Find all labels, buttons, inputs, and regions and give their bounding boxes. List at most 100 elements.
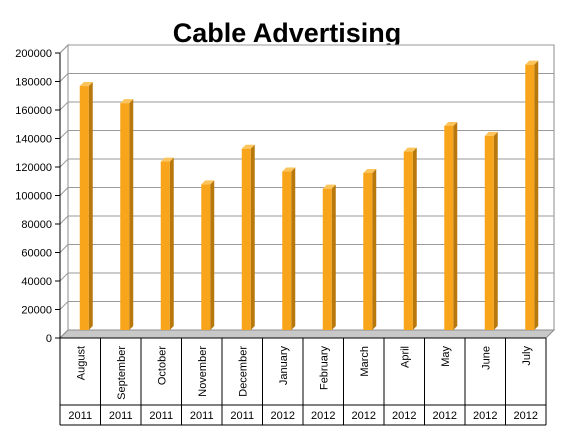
bar	[322, 184, 336, 330]
bar-side-face	[453, 121, 458, 330]
bar-top-face	[322, 184, 336, 189]
x-year-label: 2011	[230, 410, 254, 422]
x-category-label: July	[521, 346, 533, 366]
x-category-label: May	[440, 346, 452, 367]
bar-top-face	[79, 82, 93, 87]
bar-side-face	[129, 99, 134, 331]
bar-side-face	[493, 131, 498, 330]
bar-front-face	[282, 171, 292, 330]
bar-side-face	[88, 82, 93, 330]
gridline-depth	[59, 44, 69, 54]
bar-top-face	[484, 131, 498, 136]
bar-side-face	[250, 144, 255, 330]
x-year-label: 2012	[514, 410, 538, 422]
bar-top-face	[444, 121, 458, 126]
gridline-depth	[59, 158, 69, 168]
y-tick-label: 200000	[15, 48, 52, 60]
bar-top-face	[363, 168, 377, 173]
bar-front-face	[120, 103, 130, 331]
bar-top-face	[201, 180, 215, 185]
category-table	[59, 337, 547, 426]
bar	[79, 82, 93, 330]
y-tick-label: 160000	[15, 105, 52, 117]
bar	[120, 99, 134, 331]
bar-side-face	[534, 60, 539, 331]
y-tick-label: 40000	[21, 276, 52, 288]
bar-front-face	[525, 64, 535, 331]
bar	[201, 180, 215, 330]
gridline-depth	[59, 301, 69, 310]
bar-top-face	[241, 144, 255, 149]
x-year-label: 2011	[68, 410, 92, 422]
bar-front-face	[403, 151, 413, 330]
x-category-label: April	[399, 346, 411, 368]
gridlines	[58, 43, 556, 340]
x-year-label: 2011	[190, 410, 214, 422]
x-year-label: 2011	[109, 410, 133, 422]
x-category-label: January	[278, 346, 290, 386]
chart-floor	[58, 329, 556, 339]
bar-front-face	[79, 86, 89, 330]
bar-front-face	[322, 188, 332, 330]
y-tick-label: 80000	[21, 219, 52, 231]
bars	[79, 60, 539, 331]
gridline-depth	[59, 187, 69, 196]
x-axis-category-table: August September October November December Ja…	[59, 337, 547, 426]
x-year-label: 2012	[311, 410, 335, 422]
y-axis-tick-labels: 0 20000 40000 60000 80000 100000 120000 140000 1…	[15, 48, 52, 345]
bar-top-face	[403, 147, 417, 152]
x-category-label: December	[237, 346, 249, 397]
bar-side-face	[372, 168, 377, 330]
x-year-label: 2011	[149, 410, 173, 422]
bar-front-face	[160, 161, 170, 330]
x-year-label: 2012	[433, 410, 457, 422]
y-tick-label: 100000	[15, 191, 52, 203]
bar-top-face	[525, 60, 539, 65]
x-category-label: August	[75, 346, 87, 380]
bar-side-face	[412, 147, 417, 330]
y-tick-label: 180000	[15, 77, 52, 89]
bar	[444, 121, 458, 330]
gridline-depth	[59, 272, 69, 282]
bar	[282, 167, 296, 330]
chart-title: Cable Advertising	[173, 18, 402, 48]
y-tick-label: 60000	[21, 248, 52, 260]
x-year-label: 2012	[473, 410, 497, 422]
bar-front-face	[484, 135, 494, 330]
gridline-depth	[59, 244, 69, 253]
bar-front-face	[241, 148, 251, 330]
x-category-label: October	[156, 346, 168, 385]
x-category-label: September	[116, 346, 128, 400]
x-category-label: March	[359, 346, 371, 377]
bar	[160, 157, 174, 330]
bar-front-face	[363, 172, 373, 330]
x-year-label: 2012	[271, 410, 295, 422]
y-tick-label: 0	[46, 333, 52, 345]
bar	[403, 147, 417, 330]
x-year-label: 2012	[352, 410, 376, 422]
gridline-depth	[59, 73, 69, 82]
bar	[363, 168, 377, 330]
bar	[241, 144, 255, 330]
gridline-depth	[59, 130, 69, 139]
y-tick-label: 140000	[15, 134, 52, 146]
bar-front-face	[444, 125, 454, 330]
y-tick-label: 20000	[21, 305, 52, 317]
bar-top-face	[120, 99, 134, 104]
bar-side-face	[331, 184, 336, 330]
x-year-label: 2012	[392, 410, 416, 422]
y-tick-label: 120000	[15, 162, 52, 174]
bar-front-face	[201, 184, 211, 330]
bar-side-face	[210, 180, 215, 330]
bar-top-face	[160, 157, 174, 162]
x-category-label: November	[197, 346, 209, 397]
bar-side-face	[169, 157, 174, 330]
bar	[525, 60, 539, 331]
bar	[484, 131, 498, 330]
bar-top-face	[282, 167, 296, 172]
gridline-depth	[59, 215, 69, 225]
gridline-depth	[59, 101, 69, 111]
x-category-label: February	[318, 346, 330, 391]
bar-side-face	[291, 167, 296, 330]
